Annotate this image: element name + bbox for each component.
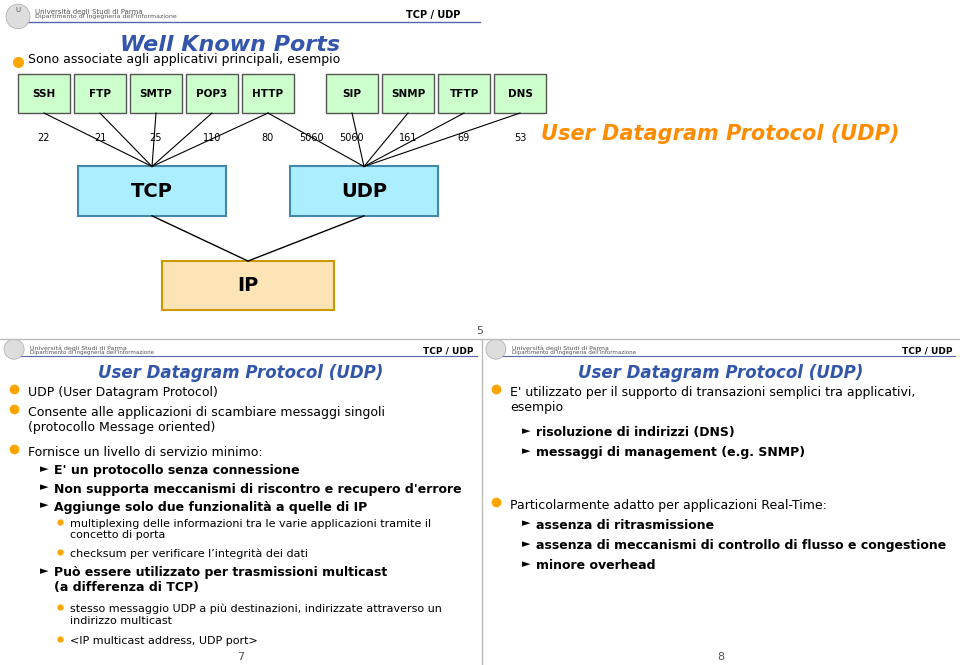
Text: 5060: 5060 <box>340 133 364 143</box>
Text: Sono associate agli applicativi principali, esempio: Sono associate agli applicativi principa… <box>28 53 340 66</box>
FancyBboxPatch shape <box>438 74 490 113</box>
Circle shape <box>4 339 24 359</box>
Text: minore overhead: minore overhead <box>536 559 656 572</box>
Text: Università degli Studi di Parma: Università degli Studi di Parma <box>30 345 127 350</box>
Text: DNS: DNS <box>508 88 533 98</box>
Text: Well Known Ports: Well Known Ports <box>120 35 340 55</box>
Text: risoluzione di indirizzi (DNS): risoluzione di indirizzi (DNS) <box>536 426 734 440</box>
Text: 8: 8 <box>717 652 725 662</box>
Text: TCP / UDP: TCP / UDP <box>406 10 460 20</box>
Text: FTP: FTP <box>89 88 111 98</box>
Text: 161: 161 <box>398 133 418 143</box>
Text: Università degli Studi di Parma: Università degli Studi di Parma <box>35 8 143 15</box>
Text: ►: ► <box>40 501 49 511</box>
Text: checksum per verificare l’integrità dei dati: checksum per verificare l’integrità dei … <box>70 549 308 559</box>
FancyBboxPatch shape <box>130 74 182 113</box>
FancyBboxPatch shape <box>74 74 126 113</box>
Text: POP3: POP3 <box>197 88 228 98</box>
Text: UDP (User Datagram Protocol): UDP (User Datagram Protocol) <box>28 386 218 399</box>
FancyBboxPatch shape <box>494 74 546 113</box>
Text: TFTP: TFTP <box>449 88 479 98</box>
Text: Consente alle applicazioni di scambiare messaggi singoli
(protocollo Message ori: Consente alle applicazioni di scambiare … <box>28 406 385 434</box>
Text: IP: IP <box>237 276 258 295</box>
FancyBboxPatch shape <box>290 166 438 216</box>
Text: ►: ► <box>40 464 49 474</box>
Text: User Datagram Protocol (UDP): User Datagram Protocol (UDP) <box>98 364 384 382</box>
Text: User Datagram Protocol (UDP): User Datagram Protocol (UDP) <box>578 364 864 382</box>
Text: ►: ► <box>40 483 49 493</box>
Text: 110: 110 <box>203 133 221 143</box>
Text: ►: ► <box>522 559 530 569</box>
Text: ►: ► <box>522 539 530 549</box>
Text: 25: 25 <box>150 133 162 143</box>
Text: 5: 5 <box>476 326 484 336</box>
Text: E' un protocollo senza connessione: E' un protocollo senza connessione <box>54 464 300 477</box>
Text: SSH: SSH <box>33 88 56 98</box>
Text: 80: 80 <box>262 133 275 143</box>
FancyBboxPatch shape <box>18 74 70 113</box>
Text: TCP: TCP <box>132 182 173 201</box>
Text: Dipartimento di Ingegneria dell'Informazione: Dipartimento di Ingegneria dell'Informaz… <box>512 350 636 355</box>
Text: 7: 7 <box>237 652 245 662</box>
Text: SMTP: SMTP <box>139 88 173 98</box>
Text: assenza di meccanismi di controllo di flusso e congestione: assenza di meccanismi di controllo di fl… <box>536 539 946 552</box>
FancyBboxPatch shape <box>242 74 294 113</box>
Text: Non supporta meccanismi di riscontro e recupero d'errore: Non supporta meccanismi di riscontro e r… <box>54 483 462 495</box>
Text: ►: ► <box>522 426 530 436</box>
Text: multiplexing delle informazioni tra le varie applicazioni tramite il
concetto di: multiplexing delle informazioni tra le v… <box>70 519 431 540</box>
FancyBboxPatch shape <box>186 74 238 113</box>
Text: Particolarmente adatto per applicazioni Real-Time:: Particolarmente adatto per applicazioni … <box>510 499 827 511</box>
Text: stesso messaggio UDP a più destinazioni, indirizzate attraverso un
indirizzo mul: stesso messaggio UDP a più destinazioni,… <box>70 604 443 626</box>
Text: <IP multicast address, UDP port>: <IP multicast address, UDP port> <box>70 636 258 646</box>
Text: Aggiunge solo due funzionalità a quelle di IP: Aggiunge solo due funzionalità a quelle … <box>54 501 368 513</box>
FancyBboxPatch shape <box>382 74 434 113</box>
Text: Dipartimento di Ingegneria dell'Informazione: Dipartimento di Ingegneria dell'Informaz… <box>35 15 177 19</box>
Text: ►: ► <box>522 519 530 529</box>
Text: Può essere utilizzato per trasmissioni multicast
(a differenza di TCP): Può essere utilizzato per trasmissioni m… <box>54 566 388 594</box>
Text: ►: ► <box>522 446 530 456</box>
Text: U: U <box>15 7 20 13</box>
FancyBboxPatch shape <box>78 166 226 216</box>
Text: SIP: SIP <box>343 88 362 98</box>
Circle shape <box>6 4 30 29</box>
Text: SNMP: SNMP <box>391 88 425 98</box>
FancyBboxPatch shape <box>162 261 334 311</box>
Circle shape <box>486 339 506 359</box>
Text: 53: 53 <box>514 133 526 143</box>
Text: messaggi di management (e.g. SNMP): messaggi di management (e.g. SNMP) <box>536 446 804 460</box>
Text: User Datagram Protocol (UDP): User Datagram Protocol (UDP) <box>540 124 900 144</box>
Text: HTTP: HTTP <box>252 88 283 98</box>
Text: 22: 22 <box>37 133 50 143</box>
Text: UDP: UDP <box>341 182 387 201</box>
Text: Dipartimento di Ingegneria dell'Informazione: Dipartimento di Ingegneria dell'Informaz… <box>30 350 155 355</box>
Text: ►: ► <box>40 566 49 576</box>
Text: E' utilizzato per il supporto di transazioni semplici tra applicativi,
esempio: E' utilizzato per il supporto di transaz… <box>510 386 915 414</box>
Text: TCP / UDP: TCP / UDP <box>901 346 952 355</box>
Text: assenza di ritrasmissione: assenza di ritrasmissione <box>536 519 714 531</box>
Text: 21: 21 <box>94 133 107 143</box>
Text: 69: 69 <box>458 133 470 143</box>
FancyBboxPatch shape <box>326 74 378 113</box>
Text: Fornisce un livello di servizio minimo:: Fornisce un livello di servizio minimo: <box>28 446 263 460</box>
Text: TCP / UDP: TCP / UDP <box>423 346 474 355</box>
Text: Università degli Studi di Parma: Università degli Studi di Parma <box>512 345 609 350</box>
Text: 5060: 5060 <box>300 133 324 143</box>
